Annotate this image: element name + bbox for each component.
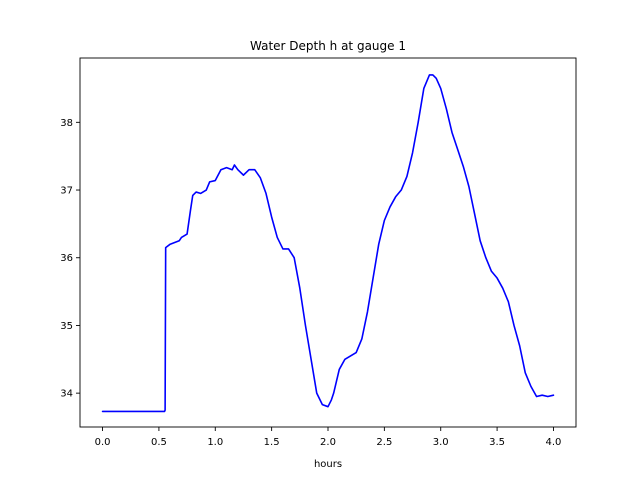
x-tick-label: 3.0: [433, 437, 449, 448]
x-tick-label: 0.0: [95, 437, 111, 448]
y-tick-label: 37: [60, 186, 73, 197]
series-line-0: [101, 74, 555, 413]
y-tick-label: 35: [60, 321, 73, 332]
y-tick-label: 34: [60, 389, 73, 400]
chart-title: Water Depth h at gauge 1: [250, 39, 406, 53]
y-tick-label: 38: [60, 118, 73, 129]
x-tick-label: 4.0: [546, 437, 562, 448]
x-axis-label: hours: [314, 459, 342, 470]
x-tick-label: 1.0: [207, 437, 223, 448]
x-tick-label: 3.5: [489, 437, 505, 448]
x-tick-label: 2.5: [376, 437, 392, 448]
plot-area: 0.0 0.5 1.0 1.5 2.0 2.5 3.0 3.5 4.0 34 35 36 37 38: [60, 57, 577, 448]
y-tick-label: 36: [60, 253, 73, 264]
x-tick-label: 1.5: [264, 437, 280, 448]
x-tick-label: 2.0: [320, 437, 336, 448]
x-tick-label: 0.5: [151, 437, 167, 448]
